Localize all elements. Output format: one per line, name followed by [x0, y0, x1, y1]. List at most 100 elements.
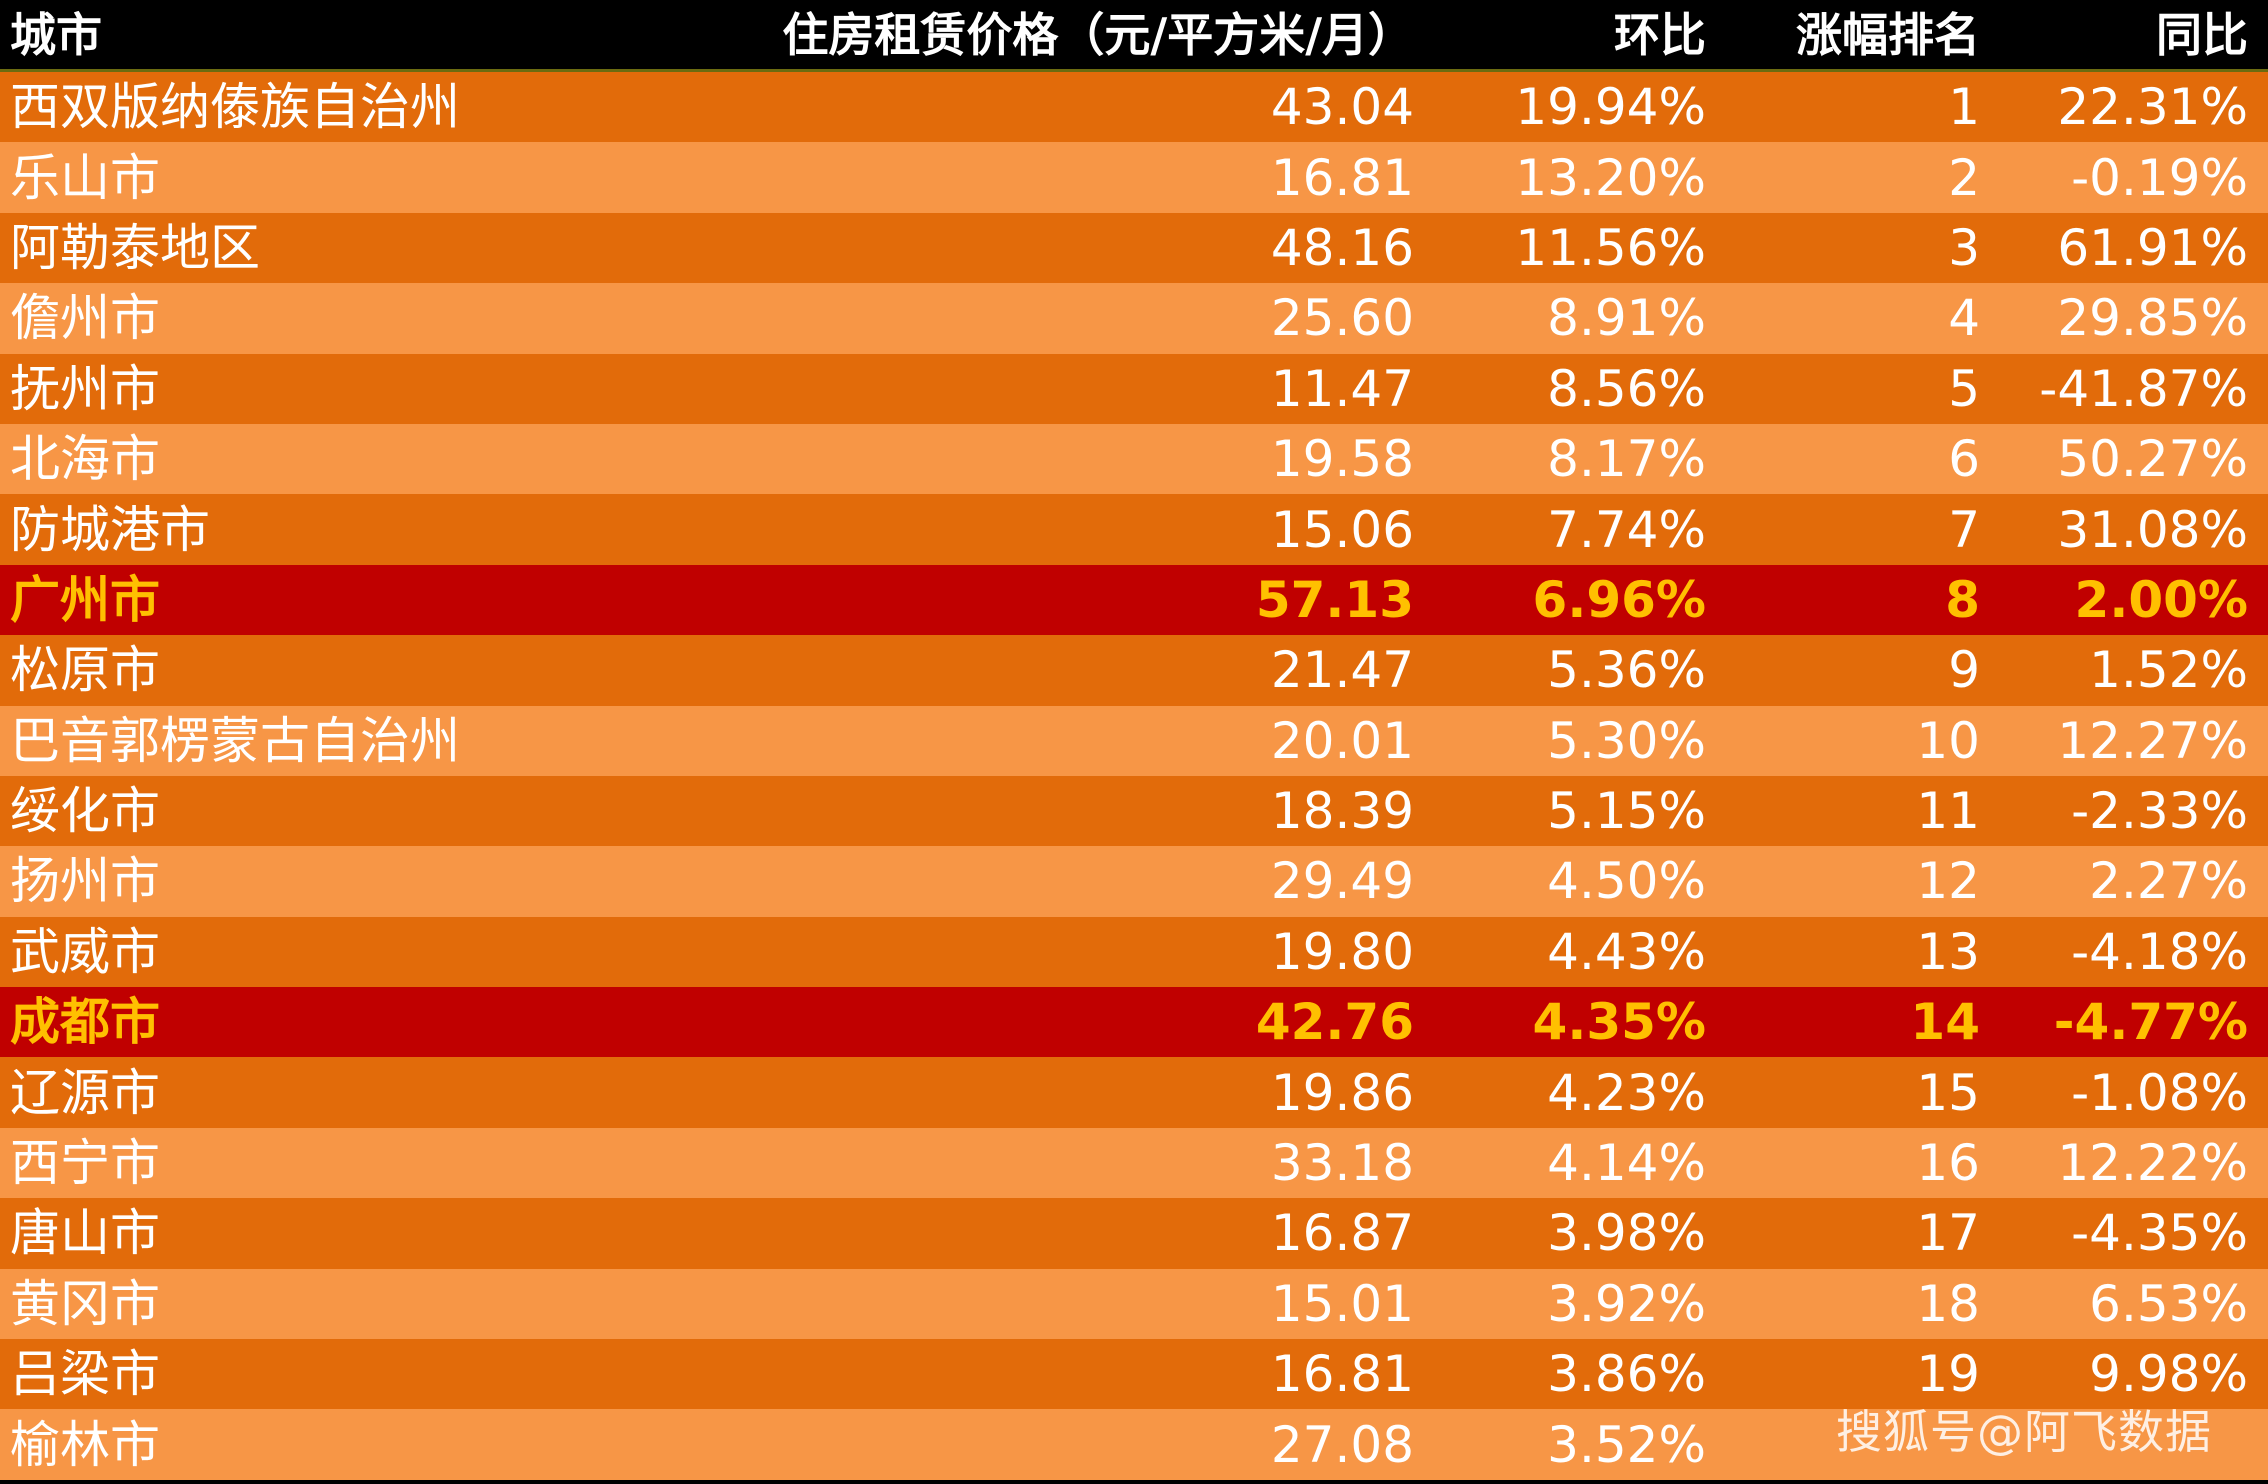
- price-cell: 42.76: [1255, 993, 1414, 1052]
- rank-cell: 1: [1948, 78, 1980, 137]
- mom-cell: 3.98%: [1547, 1204, 1706, 1263]
- city-cell: 辽源市: [10, 1063, 160, 1122]
- table-row: 广州市 57.13 6.96% 8 2.00%: [0, 564, 2268, 636]
- price-cell: 15.06: [1270, 500, 1414, 559]
- yoy-cell: 1.52%: [2089, 641, 2248, 700]
- table-row: 吕梁市 16.81 3.86% 19 9.98%: [0, 1339, 2268, 1410]
- city-cell: 扬州市: [10, 852, 160, 911]
- yoy-cell: 12.27%: [2057, 711, 2248, 770]
- city-cell: 唐山市: [10, 1204, 160, 1263]
- city-cell: 吕梁市: [10, 1345, 160, 1404]
- mom-cell: 4.23%: [1547, 1063, 1706, 1122]
- rank-cell: 13: [1916, 922, 1980, 981]
- mom-cell: 6.96%: [1532, 570, 1706, 629]
- table-row: 北海市 19.58 8.17% 6 50.27%: [0, 423, 2268, 495]
- mom-cell: 3.86%: [1547, 1345, 1706, 1404]
- yoy-cell: 22.31%: [2057, 78, 2248, 137]
- price-cell: 21.47: [1270, 641, 1414, 700]
- price-cell: 18.39: [1270, 782, 1414, 841]
- city-cell: 西宁市: [10, 1134, 160, 1193]
- yoy-cell: 61.91%: [2057, 218, 2248, 277]
- price-cell: 19.86: [1270, 1063, 1414, 1122]
- rank-cell: 11: [1916, 782, 1980, 841]
- price-cell: 33.18: [1270, 1134, 1414, 1193]
- price-cell: 29.49: [1270, 852, 1414, 911]
- mom-cell: 5.36%: [1547, 641, 1706, 700]
- city-cell: 松原市: [10, 641, 160, 700]
- city-cell: 成都市: [10, 993, 160, 1052]
- rank-cell: 9: [1948, 641, 1980, 700]
- mom-cell: 7.74%: [1547, 500, 1706, 559]
- mom-cell: 5.15%: [1547, 782, 1706, 841]
- mom-cell: 8.17%: [1547, 430, 1706, 489]
- rank-cell: 2: [1948, 148, 1980, 207]
- table-row: 扬州市 29.49 4.50% 12 2.27%: [0, 846, 2268, 917]
- yoy-cell: -2.33%: [2071, 782, 2248, 841]
- rank-cell: 19: [1916, 1345, 1980, 1404]
- mom-cell: 11.56%: [1515, 218, 1706, 277]
- city-cell: 防城港市: [10, 500, 210, 559]
- table-row: 防城港市 15.06 7.74% 7 31.08%: [0, 494, 2268, 565]
- mom-cell: 8.91%: [1547, 289, 1706, 348]
- rank-cell: 4: [1948, 289, 1980, 348]
- price-cell: 19.80: [1270, 922, 1414, 981]
- table-body: 西双版纳傣族自治州 43.04 19.94% 1 22.31% 乐山市 16.81 13.20…: [0, 72, 2268, 1480]
- yoy-cell: 50.27%: [2057, 430, 2248, 489]
- price-cell: 48.16: [1270, 218, 1414, 277]
- city-cell: 武威市: [10, 922, 160, 981]
- rank-cell: 18: [1916, 1274, 1980, 1333]
- yoy-cell: -4.35%: [2071, 1204, 2248, 1263]
- rank-cell: 10: [1916, 711, 1980, 770]
- price-cell: 43.04: [1270, 78, 1414, 137]
- table-row: 唐山市 16.87 3.98% 17 -4.35%: [0, 1198, 2268, 1269]
- yoy-cell: 9.98%: [2089, 1345, 2248, 1404]
- rank-cell: 7: [1948, 500, 1980, 559]
- table-row: 西宁市 33.18 4.14% 16 12.22%: [0, 1127, 2268, 1199]
- rank-cell: 15: [1916, 1063, 1980, 1122]
- table-row: 巴音郭楞蒙古自治州 20.01 5.30% 10 12.27%: [0, 705, 2268, 776]
- mom-cell: 3.92%: [1547, 1274, 1706, 1333]
- city-cell: 阿勒泰地区: [10, 218, 260, 277]
- rank-cell: 3: [1948, 218, 1980, 277]
- rank-cell: 17: [1916, 1204, 1980, 1263]
- city-cell: 巴音郭楞蒙古自治州: [10, 711, 460, 770]
- price-cell: 25.60: [1270, 289, 1414, 348]
- mom-cell: 13.20%: [1515, 148, 1706, 207]
- rank-cell: 14: [1910, 993, 1980, 1052]
- header-yoy: 同比: [2156, 7, 2248, 62]
- city-cell: 榆林市: [10, 1415, 160, 1474]
- yoy-cell: -0.19%: [2071, 148, 2248, 207]
- mom-cell: 4.35%: [1532, 993, 1706, 1052]
- table-row: 抚州市 11.47 8.56% 5 -41.87%: [0, 353, 2268, 424]
- table-row: 松原市 21.47 5.36% 9 1.52%: [0, 635, 2268, 706]
- mom-cell: 4.43%: [1547, 922, 1706, 981]
- city-cell: 乐山市: [10, 148, 160, 207]
- price-cell: 27.08: [1270, 1415, 1414, 1474]
- mom-cell: 8.56%: [1547, 359, 1706, 418]
- yoy-cell: 2.27%: [2089, 852, 2248, 911]
- table-header: 城市 住房租赁价格（元/平方米/月） 环比 涨幅排名 同比: [0, 0, 2268, 72]
- watermark: 搜狐号@阿飞数据: [1836, 1405, 2212, 1459]
- table-row: 乐山市 16.81 13.20% 2 -0.19%: [0, 142, 2268, 213]
- city-cell: 抚州市: [10, 359, 160, 418]
- table-row: 阿勒泰地区 48.16 11.56% 3 61.91%: [0, 212, 2268, 284]
- header-rank: 涨幅排名: [1796, 7, 1980, 62]
- header-mom: 环比: [1614, 7, 1706, 62]
- table-row: 榆林市 27.08 3.52%: [0, 1409, 2268, 1480]
- price-cell: 19.58: [1270, 430, 1414, 489]
- rank-cell: 12: [1916, 852, 1980, 911]
- city-cell: 广州市: [10, 570, 160, 629]
- price-cell: 20.01: [1270, 711, 1414, 770]
- city-cell: 绥化市: [10, 782, 160, 841]
- city-cell: 儋州市: [10, 289, 160, 348]
- mom-cell: 5.30%: [1547, 711, 1706, 770]
- table-row: 辽源市 19.86 4.23% 15 -1.08%: [0, 1057, 2268, 1128]
- table-row: 绥化市 18.39 5.15% 11 -2.33%: [0, 775, 2268, 847]
- rank-cell: 5: [1948, 359, 1980, 418]
- price-cell: 15.01: [1270, 1274, 1414, 1333]
- yoy-cell: 29.85%: [2057, 289, 2248, 348]
- yoy-cell: -4.18%: [2071, 922, 2248, 981]
- mom-cell: 4.50%: [1547, 852, 1706, 911]
- yoy-cell: 6.53%: [2089, 1274, 2248, 1333]
